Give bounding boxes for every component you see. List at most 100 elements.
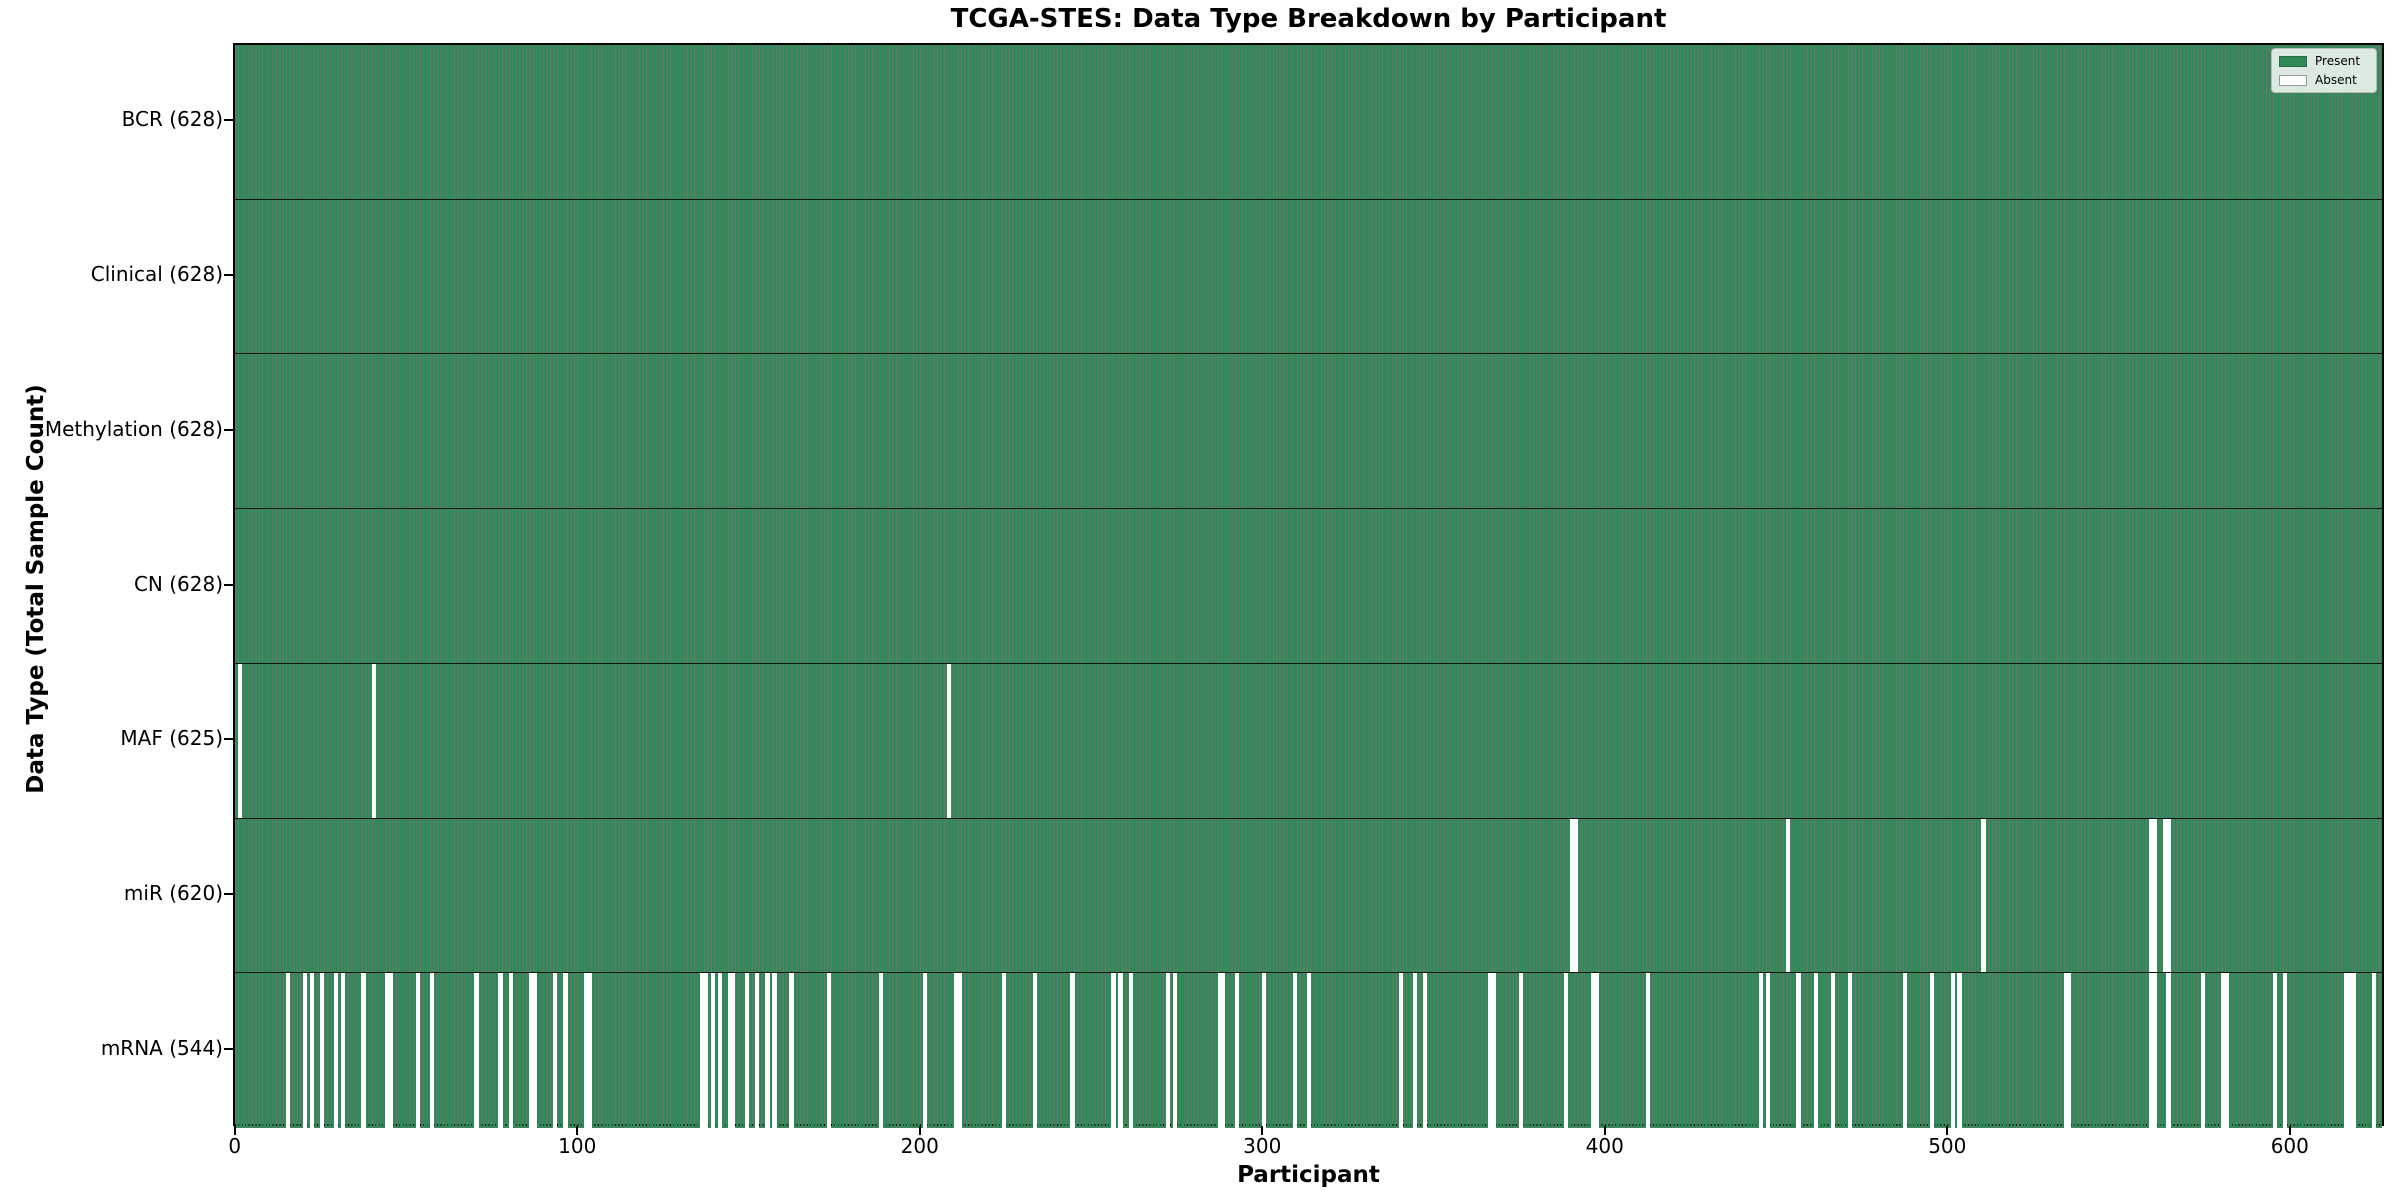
absent-stripe-mRNA-396	[1590, 973, 1596, 1128]
row-BCR	[235, 45, 2382, 200]
absent-stripe-mRNA-210	[953, 973, 959, 1128]
absent-stripe-mRNA-598	[2282, 973, 2288, 1128]
xtick-label-400: 400	[1585, 1134, 1624, 1158]
absent-stripe-mRNA-258	[1118, 973, 1123, 1128]
xtick-label-300: 300	[1243, 1134, 1282, 1158]
absent-stripe-mRNA-574	[2200, 973, 2205, 1128]
absent-stripe-mRNA-233	[1032, 973, 1037, 1128]
ytick-mark-Methylation	[224, 428, 233, 431]
absent-stripe-mRNA-93	[553, 973, 558, 1128]
xtick-label-200: 200	[900, 1134, 939, 1158]
absent-stripe-mRNA-535	[2067, 973, 2072, 1128]
absent-stripe-mRNA-617	[2347, 973, 2353, 1128]
ytick-mark-miR	[224, 892, 233, 895]
absent-stripe-mRNA-37	[361, 973, 366, 1128]
absent-stripe-mRNA-155	[765, 973, 770, 1128]
row-mRNA	[235, 973, 2382, 1128]
absent-stripe-mRNA-31	[340, 973, 345, 1128]
ytick-mark-MAF	[224, 738, 233, 741]
absent-stripe-mRNA-595	[2272, 973, 2277, 1128]
ytick-label-MAF: MAF (625)	[120, 726, 223, 751]
absent-stripe-mRNA-53	[416, 973, 421, 1128]
absent-stripe-mRNA-87	[532, 973, 537, 1128]
absent-stripe-mRNA-344	[1412, 973, 1418, 1128]
absent-stripe-mRNA-201	[923, 973, 928, 1128]
absent-stripe-mRNA-564	[2166, 973, 2171, 1128]
ytick-mark-CN	[224, 583, 233, 586]
xtick-mark-500	[1946, 1126, 1949, 1135]
legend-item-absent: Absent	[2279, 73, 2368, 87]
absent-stripe-mRNA-447	[1765, 973, 1770, 1128]
absent-stripe-mRNA-272	[1166, 973, 1171, 1128]
plot-area	[233, 43, 2384, 1128]
absent-stripe-mRNA-15	[285, 973, 291, 1128]
absent-stripe-mRNA-287	[1217, 973, 1222, 1128]
absent-stripe-mRNA-559	[2149, 973, 2154, 1128]
absent-stripe-mRNA-445	[1758, 973, 1763, 1128]
xtick-mark-0	[233, 1126, 236, 1135]
row-MAF	[235, 663, 2382, 819]
legend: Present Absent	[2271, 48, 2377, 93]
absent-stripe-mRNA-136	[700, 973, 705, 1128]
ytick-mark-Clinical	[224, 274, 233, 277]
absent-stripe-mRNA-366	[1488, 973, 1493, 1128]
absent-stripe-mRNA-487	[1902, 973, 1907, 1128]
ytick-label-CN: CN (628)	[133, 571, 223, 596]
absent-stripe-mRNA-102	[583, 973, 589, 1128]
absent-stripe-miR-390	[1570, 818, 1575, 973]
absent-stripe-mRNA-29	[333, 973, 339, 1128]
absent-stripe-mRNA-466	[1830, 973, 1835, 1128]
absent-stripe-mRNA-22	[309, 973, 315, 1128]
absent-stripe-mRNA-534	[2063, 973, 2068, 1128]
absent-stripe-mRNA-288	[1221, 973, 1226, 1128]
absent-stripe-mRNA-495	[1930, 973, 1935, 1128]
absent-stripe-mRNA-292	[1234, 973, 1239, 1128]
absent-stripe-mRNA-25	[320, 973, 325, 1128]
row-CN	[235, 509, 2382, 664]
absent-stripe-mRNA-503	[1957, 973, 1962, 1128]
absent-stripe-mRNA-103	[587, 973, 592, 1128]
absent-stripe-mRNA-618	[2351, 973, 2356, 1128]
xtick-label-600: 600	[2270, 1134, 2309, 1158]
absent-stripe-mRNA-77	[498, 973, 503, 1128]
absent-stripe-mRNA-412	[1645, 973, 1650, 1128]
xtick-mark-100	[576, 1126, 579, 1135]
absent-stripe-mRNA-44	[385, 973, 390, 1128]
absent-stripe-mRNA-300	[1262, 973, 1267, 1128]
absent-stripe-mRNA-139	[710, 973, 715, 1128]
absent-stripe-mRNA-256	[1111, 973, 1116, 1128]
absent-stripe-mRNA-162	[789, 973, 794, 1128]
xtick-label-0: 0	[228, 1134, 242, 1158]
absent-stripe-mRNA-96	[563, 973, 568, 1128]
absent-stripe-mRNA-149	[744, 973, 750, 1128]
absent-stripe-mRNA-560	[2152, 973, 2157, 1128]
x-axis-label: Participant	[1237, 1162, 1380, 1188]
absent-stripe-mRNA-624	[2371, 973, 2377, 1128]
absent-stripe-mRNA-501	[1950, 973, 1955, 1128]
ytick-label-Methylation: Methylation (628)	[44, 416, 223, 441]
xtick-label-500: 500	[1928, 1134, 1967, 1158]
absent-stripe-mRNA-188	[878, 973, 883, 1128]
absent-stripe-MAF-1	[238, 663, 243, 818]
legend-absent-label: Absent	[2315, 73, 2357, 87]
absent-stripe-mRNA-313	[1306, 973, 1311, 1128]
ytick-label-miR: miR (620)	[123, 880, 223, 905]
absent-stripe-mRNA-137	[703, 973, 709, 1128]
ytick-label-mRNA: mRNA (544)	[100, 1035, 223, 1060]
absent-stripe-mRNA-616	[2344, 973, 2349, 1128]
absent-stripe-miR-564	[2166, 818, 2171, 973]
absent-stripe-miR-510	[1981, 818, 1986, 973]
absent-stripe-MAF-208	[947, 663, 952, 818]
absent-stripe-mRNA-141	[717, 973, 722, 1128]
row-Clinical	[235, 199, 2382, 355]
absent-stripe-mRNA-375	[1519, 973, 1524, 1128]
absent-swatch-icon	[2279, 74, 2307, 86]
absent-stripe-mRNA-340	[1399, 973, 1404, 1128]
absent-stripe-mRNA-70	[474, 973, 479, 1128]
absent-stripe-mRNA-309	[1292, 973, 1298, 1128]
absent-stripe-mRNA-144	[727, 973, 733, 1128]
absent-stripe-mRNA-367	[1491, 973, 1496, 1128]
xtick-mark-300	[1261, 1126, 1264, 1135]
absent-stripe-mRNA-397	[1594, 973, 1599, 1128]
